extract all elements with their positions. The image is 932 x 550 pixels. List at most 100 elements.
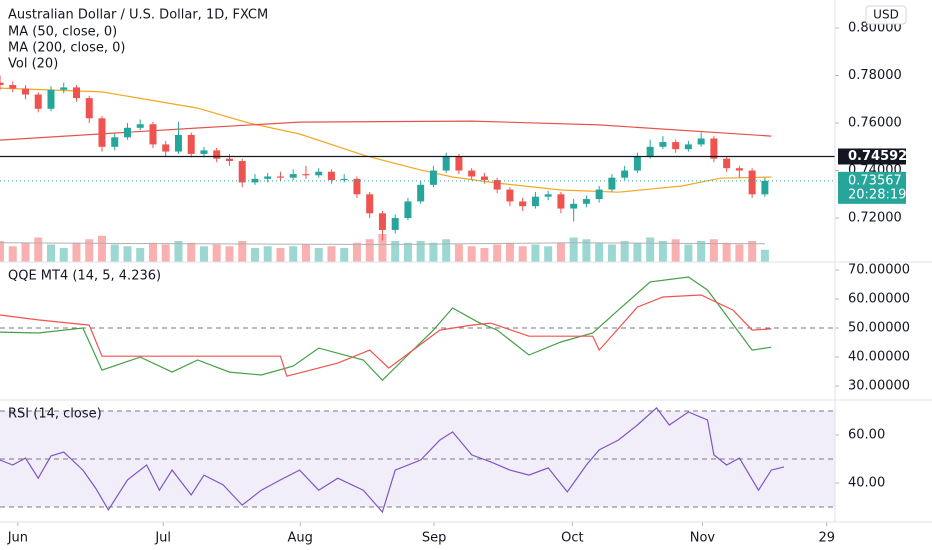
volume-bar bbox=[21, 242, 30, 262]
candle-body bbox=[723, 158, 731, 169]
candle-body bbox=[162, 144, 170, 152]
volume-bar bbox=[97, 235, 106, 262]
candle-body bbox=[340, 178, 348, 181]
candle-body bbox=[761, 180, 769, 195]
candle-body bbox=[659, 142, 667, 147]
legend-entry: MA (50, close, 0) bbox=[8, 25, 117, 40]
candle-body bbox=[672, 142, 680, 150]
candle-body bbox=[60, 87, 68, 90]
y-tick-label: 40.00 bbox=[848, 476, 885, 491]
volume-bar bbox=[34, 237, 43, 262]
volume-bar bbox=[454, 244, 463, 262]
candle-body bbox=[519, 201, 527, 207]
candle-body bbox=[251, 178, 259, 183]
ma-line bbox=[0, 120, 772, 141]
candle-body bbox=[378, 213, 386, 230]
price-line-tag bbox=[838, 148, 906, 165]
candle-body bbox=[531, 196, 539, 207]
candle-body bbox=[0, 82, 4, 86]
volume-bar bbox=[760, 249, 769, 262]
legend-entry: MA (200, close, 0) bbox=[8, 41, 125, 56]
candle-body bbox=[417, 184, 425, 202]
candle-body bbox=[200, 150, 208, 154]
currency-box[interactable] bbox=[865, 5, 907, 25]
candle-body bbox=[582, 199, 590, 204]
volume-bar bbox=[276, 248, 285, 262]
candle-body bbox=[608, 177, 616, 190]
last-price-tag bbox=[838, 171, 906, 204]
indicator-line bbox=[0, 407, 785, 514]
candle-body bbox=[684, 144, 692, 150]
volume-bar bbox=[505, 242, 514, 262]
candle-body bbox=[72, 87, 80, 99]
pane-title: QQE MT4 (14, 5, 4.236) bbox=[8, 269, 161, 284]
countdown: 20:28:19 bbox=[848, 187, 906, 202]
candle-body bbox=[544, 194, 552, 197]
candle-body bbox=[9, 85, 17, 89]
volume-bar bbox=[289, 246, 298, 262]
pane-title: RSI (14, close) bbox=[8, 407, 102, 422]
volume-bar bbox=[646, 237, 655, 262]
candle-body bbox=[238, 161, 246, 183]
y-tick-label: 60.00000 bbox=[848, 292, 910, 307]
candle-body bbox=[710, 138, 718, 159]
candle-body bbox=[429, 170, 437, 185]
volume-bar bbox=[569, 237, 578, 262]
candle-body bbox=[735, 168, 743, 171]
x-tick-label: Jul bbox=[154, 531, 171, 546]
candle-body bbox=[480, 176, 488, 181]
volume-bar bbox=[0, 241, 4, 262]
volume-bar bbox=[225, 246, 234, 262]
candle-body bbox=[21, 88, 29, 95]
candle-body bbox=[468, 170, 476, 177]
volume-bar bbox=[467, 246, 476, 262]
volume-bar bbox=[582, 239, 591, 262]
volume-bar bbox=[85, 239, 94, 262]
candle-body bbox=[455, 156, 463, 171]
candle-body bbox=[149, 124, 157, 145]
candle-body bbox=[506, 189, 514, 202]
candle-body bbox=[174, 134, 182, 152]
volume-bar bbox=[110, 244, 119, 262]
indicator-line bbox=[0, 276, 772, 382]
candle-body bbox=[748, 170, 756, 195]
currency[interactable]: USD bbox=[873, 8, 899, 22]
y-tick-label: 0.78000 bbox=[848, 68, 902, 83]
volume-bar bbox=[365, 239, 374, 262]
volume-bar bbox=[187, 242, 196, 262]
volume-bar bbox=[174, 241, 183, 262]
volume-bar bbox=[709, 239, 718, 262]
volume-bar bbox=[480, 248, 489, 262]
volume-bar bbox=[493, 244, 502, 262]
volume-bar bbox=[556, 242, 565, 262]
candle-body bbox=[366, 194, 374, 214]
volume-bar bbox=[327, 246, 336, 262]
volume-bar bbox=[136, 248, 145, 262]
candle-body bbox=[276, 176, 284, 178]
candle-body bbox=[111, 137, 119, 147]
x-tick-label: 29 bbox=[818, 531, 835, 546]
volume-bar bbox=[544, 246, 553, 262]
volume-bar bbox=[531, 244, 540, 262]
candle-body bbox=[289, 174, 297, 178]
volume-bar bbox=[199, 246, 208, 262]
volume-bar bbox=[658, 241, 667, 262]
candle-body bbox=[123, 127, 131, 138]
volume-bar bbox=[46, 244, 55, 262]
volume-bar bbox=[518, 246, 527, 262]
candle-body bbox=[187, 134, 195, 154]
volume-bar bbox=[161, 244, 170, 262]
candle-body bbox=[98, 118, 106, 147]
candle-body bbox=[225, 158, 233, 162]
candle-body bbox=[404, 201, 412, 219]
volume-bar bbox=[403, 242, 412, 262]
y-tick-label: 30.00000 bbox=[848, 379, 910, 394]
volume-bar bbox=[263, 246, 272, 262]
last-price-label: 0.73567 bbox=[848, 173, 902, 188]
x-tick-label: Sep bbox=[422, 531, 447, 546]
candle-body bbox=[327, 171, 335, 181]
candle-body bbox=[264, 176, 272, 179]
legend-entry: Vol (20) bbox=[8, 57, 58, 72]
chart-title: Australian Dollar / U.S. Dollar, 1D, FXC… bbox=[8, 8, 268, 23]
